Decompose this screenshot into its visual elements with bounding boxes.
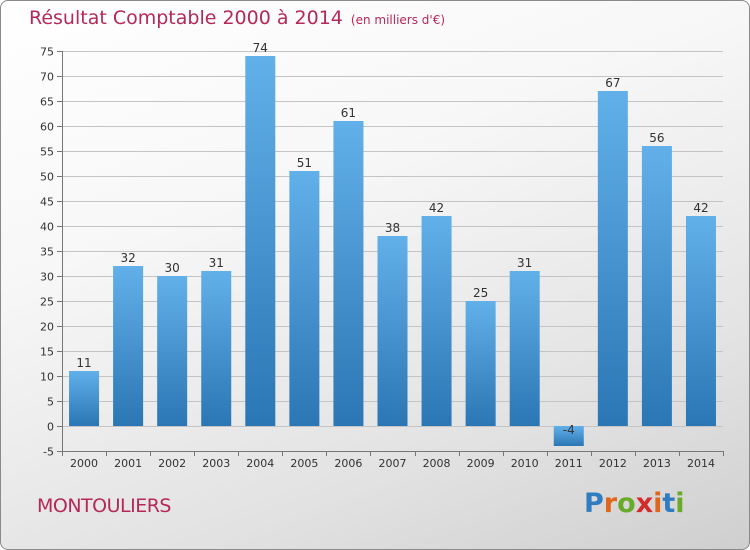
data-label-2014: 42 — [693, 201, 708, 215]
chart-title: Résultat Comptable 2000 à 2014 — [29, 7, 343, 29]
data-label-2009: 25 — [473, 286, 488, 300]
data-label-2007: 38 — [385, 221, 400, 235]
y-tick-label: 50 — [40, 171, 54, 184]
x-tick-labels: 2000 2001 2002 2003 2004 2005 2006 2007 2008 2009… — [70, 457, 715, 470]
data-label-2013: 56 — [649, 131, 664, 145]
x-tick-label-2000: 2000 — [70, 457, 98, 470]
bar-2000 — [69, 371, 100, 426]
y-tick-labels: -5 0 5 10 15 20 25 30 35 40 45 50 55 60 65 70 75 — [40, 46, 54, 459]
data-label-2002: 30 — [165, 261, 180, 275]
axes — [57, 51, 724, 456]
logo-letter: P — [584, 488, 604, 519]
y-tick-label: 45 — [40, 196, 54, 209]
data-labels: 11 32 30 31 74 51 61 38 42 25 31 -4 67 56 42 — [76, 41, 708, 437]
y-tick-label: 60 — [40, 121, 54, 134]
data-label-2005: 51 — [297, 156, 312, 170]
data-label-2003: 31 — [209, 256, 224, 270]
x-tick-label-2001: 2001 — [114, 457, 142, 470]
data-label-2011: -4 — [563, 423, 575, 437]
data-label-2000: 11 — [76, 356, 91, 370]
data-label-2004: 74 — [253, 41, 268, 55]
y-tick-label: 70 — [40, 71, 54, 84]
data-label-2008: 42 — [429, 201, 444, 215]
y-tick-label: 75 — [40, 46, 54, 59]
proxiti-logo: Proxiti — [584, 488, 685, 519]
data-label-2001: 32 — [120, 251, 135, 265]
y-tick-label: 20 — [40, 321, 54, 334]
y-tick-label: 40 — [40, 221, 54, 234]
y-tick-label: 55 — [40, 146, 54, 159]
x-tick-label-2005: 2005 — [290, 457, 318, 470]
chart-title-block: Résultat Comptable 2000 à 2014 (en millie… — [29, 7, 445, 29]
logo-letter: i — [653, 488, 663, 519]
y-tick-label: 15 — [40, 346, 54, 359]
data-label-2006: 61 — [341, 106, 356, 120]
y-tick-label: 5 — [47, 396, 54, 409]
bar-2009 — [465, 301, 496, 426]
x-tick-label-2011: 2011 — [555, 457, 583, 470]
y-tick-label: 65 — [40, 96, 54, 109]
y-tick-label: 10 — [40, 371, 54, 384]
x-tick-label-2012: 2012 — [599, 457, 627, 470]
bar-2014 — [685, 216, 716, 426]
x-tick-label-2014: 2014 — [687, 457, 715, 470]
x-tick-label-2010: 2010 — [511, 457, 539, 470]
bar-2012 — [597, 91, 628, 426]
bar-2008 — [421, 216, 452, 426]
bar-2011 — [553, 426, 584, 446]
x-tick-label-2004: 2004 — [246, 457, 274, 470]
x-tick-label-2002: 2002 — [158, 457, 186, 470]
logo-letter: x — [635, 488, 654, 519]
logo-letter: i — [675, 488, 685, 519]
logo-letter: t — [662, 488, 676, 519]
bar-2003 — [201, 271, 232, 426]
x-tick-label-2008: 2008 — [423, 457, 451, 470]
location-name: MONTOULIERS — [37, 495, 172, 517]
bar-2001 — [113, 266, 144, 426]
y-tick-label: 0 — [47, 421, 54, 434]
x-tick-label-2007: 2007 — [379, 457, 407, 470]
y-tick-label: 35 — [40, 246, 54, 259]
y-tick-label: -5 — [43, 446, 54, 459]
data-label-2012: 67 — [605, 76, 620, 90]
bar-2010 — [509, 271, 540, 426]
x-tick-label-2013: 2013 — [643, 457, 671, 470]
y-tick-label: 25 — [40, 296, 54, 309]
bar-2007 — [377, 236, 408, 426]
x-tick-label-2006: 2006 — [334, 457, 362, 470]
unit-note: (en milliers d'€) — [350, 13, 446, 27]
bar-2005 — [289, 171, 320, 426]
logo-letter: r — [603, 488, 618, 519]
bar-2013 — [641, 146, 672, 426]
bars — [69, 56, 716, 446]
y-tick-label: 30 — [40, 271, 54, 284]
data-label-2010: 31 — [517, 256, 532, 270]
x-tick-label-2003: 2003 — [202, 457, 230, 470]
bar-2002 — [157, 276, 188, 426]
bar-2006 — [333, 121, 364, 426]
logo-letter: o — [617, 488, 636, 519]
bar-2004 — [245, 56, 276, 426]
x-tick-label-2009: 2009 — [467, 457, 495, 470]
